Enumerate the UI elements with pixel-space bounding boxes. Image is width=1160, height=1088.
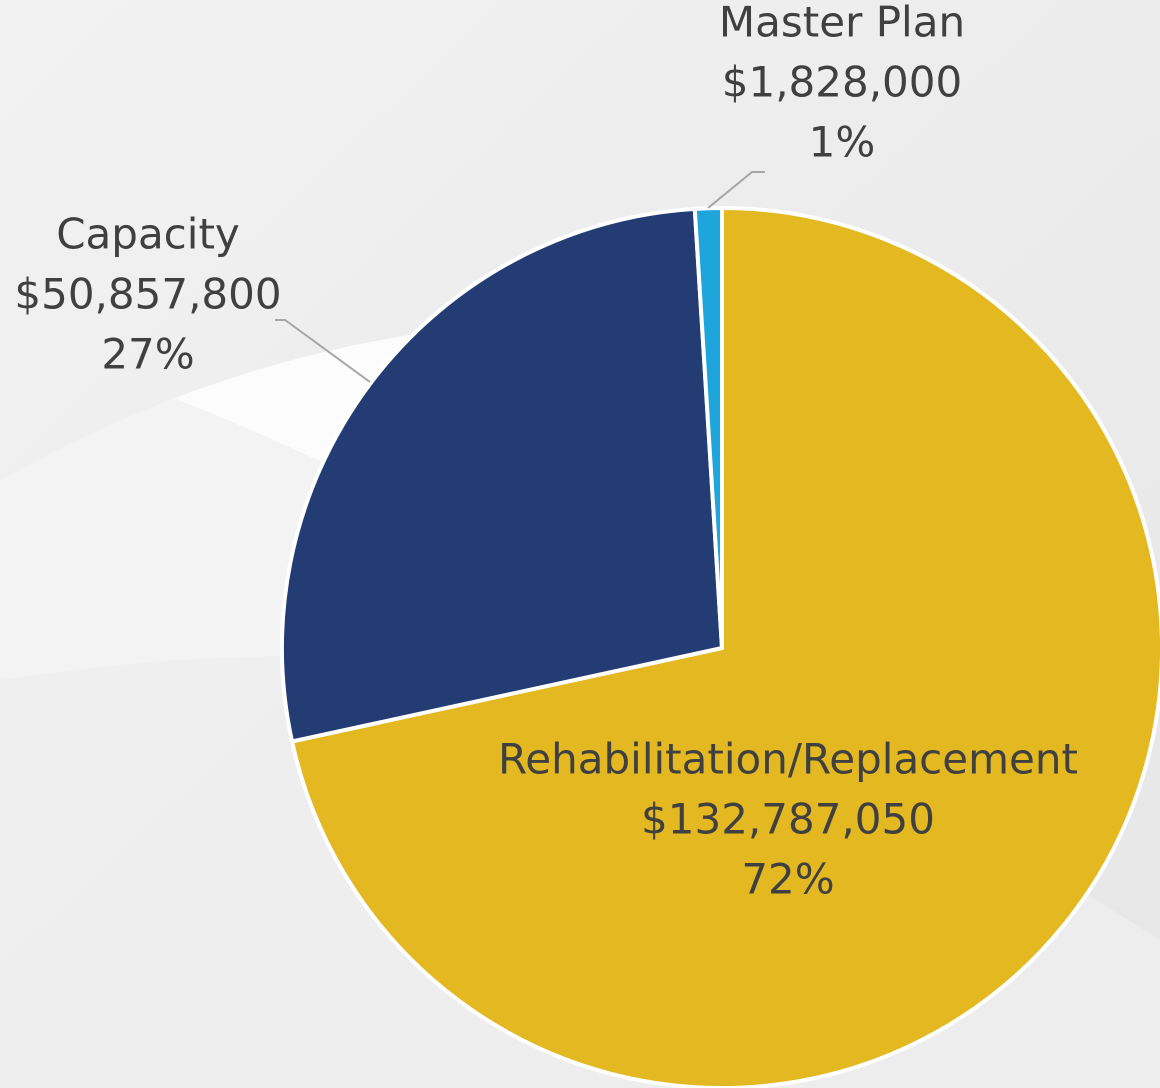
leader-line	[707, 171, 765, 209]
value-label: $132,787,050	[641, 795, 935, 844]
percentage-label: 72%	[741, 855, 834, 904]
pie-slice	[290, 206, 1160, 1088]
value-label: $50,857,800	[14, 270, 281, 319]
category-label: Rehabilitation/Replacement	[498, 735, 1078, 784]
leader-line	[275, 319, 371, 383]
category-label: Master Plan	[719, 0, 965, 47]
pie	[280, 206, 1160, 1088]
percentage-label: 27%	[101, 330, 194, 379]
pie-slice	[280, 206, 724, 744]
percentage-label: 1%	[809, 118, 876, 167]
category-label: Capacity	[56, 210, 240, 259]
value-label: $1,828,000	[722, 58, 962, 107]
labels: Rehabilitation/Replacement $132,787,050 72…	[14, 0, 1078, 904]
